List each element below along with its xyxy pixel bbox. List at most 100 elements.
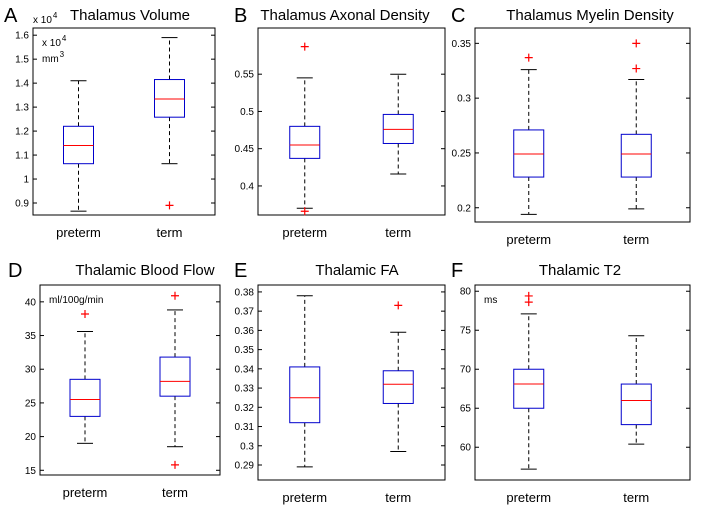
- axis-multiplier-sup: 4: [53, 11, 58, 20]
- plot-frame: [39, 284, 221, 476]
- y-tick-label: 0.35: [235, 345, 255, 356]
- x-tick-label: preterm: [282, 490, 327, 505]
- outlier: [300, 42, 309, 51]
- outlier: [394, 301, 403, 310]
- y-tick-label: 0.25: [452, 148, 472, 159]
- x-tick-label: term: [385, 225, 411, 240]
- x-tick-label: preterm: [56, 225, 101, 240]
- x-tick-label: preterm: [506, 232, 551, 247]
- y-tick-label: 30: [25, 365, 37, 376]
- y-tick-label: 80: [460, 287, 472, 298]
- panel-letter: C: [451, 5, 465, 27]
- plot-frame: [474, 27, 691, 223]
- unit-label-base: ms: [484, 295, 497, 306]
- y-tick-label: 0.38: [235, 287, 255, 298]
- unit-label-base: x 10: [42, 38, 61, 49]
- outlier: [524, 298, 533, 307]
- y-tick-label: 70: [460, 365, 472, 376]
- y-tick-label: 1.4: [15, 79, 29, 90]
- x-tick-label: term: [623, 232, 649, 247]
- box: [513, 129, 545, 178]
- box: [382, 370, 414, 404]
- unit-label: x 104: [42, 34, 67, 49]
- panel-letter: B: [234, 5, 247, 27]
- y-tick-label: 0.37: [235, 307, 255, 318]
- x-tick-label: term: [385, 490, 411, 505]
- axis-multiplier: x 104: [33, 11, 58, 26]
- y-tick-label: 0.36: [235, 326, 255, 337]
- y-tick-label: 0.4: [240, 181, 254, 192]
- box: [513, 368, 545, 409]
- unit-label-base: mm: [42, 54, 59, 65]
- y-tick-label: 1: [23, 175, 29, 186]
- y-tick-label: 0.9: [15, 199, 29, 210]
- y-tick-label: 0.3: [457, 94, 471, 105]
- box: [159, 356, 191, 397]
- x-tick-label: term: [162, 485, 188, 500]
- panel-title: Thalamic T2: [539, 262, 621, 279]
- y-tick-label: 0.33: [235, 384, 255, 395]
- panel-title: Thalamus Axonal Density: [260, 7, 430, 24]
- outlier: [300, 207, 309, 216]
- y-tick-label: 0.29: [235, 461, 255, 472]
- unit-label-sup: 4: [62, 34, 67, 43]
- box: [154, 79, 185, 118]
- plot-frame: [474, 284, 691, 481]
- x-tick-label: preterm: [63, 485, 108, 500]
- panel-title: Thalamic Blood Flow: [75, 262, 214, 279]
- panel-title: Thalamus Myelin Density: [506, 7, 674, 24]
- y-tick-label: 0.35: [452, 39, 472, 50]
- box: [69, 378, 101, 417]
- y-tick-label: 40: [25, 297, 37, 308]
- y-tick-label: 20: [25, 432, 37, 443]
- y-tick-label: 25: [25, 398, 37, 409]
- unit-label: ms: [484, 295, 497, 306]
- panel-title: Thalamic FA: [315, 262, 398, 279]
- panel-letter: A: [4, 5, 18, 27]
- y-tick-label: 1.2: [15, 127, 29, 138]
- y-tick-label: 0.32: [235, 403, 255, 414]
- panel-title: Thalamus Volume: [70, 7, 190, 24]
- y-tick-label: 0.31: [235, 422, 255, 433]
- plot-frame: [257, 284, 446, 481]
- outlier: [171, 291, 179, 300]
- y-tick-label: 60: [460, 443, 472, 454]
- y-tick-label: 35: [25, 331, 37, 342]
- y-tick-label: 0.34: [235, 364, 255, 375]
- unit-label-base: ml/100g/min: [49, 295, 103, 306]
- box: [289, 125, 321, 159]
- y-tick-label: 0.45: [235, 144, 255, 155]
- box: [289, 366, 321, 424]
- y-tick-label: 0.3: [240, 441, 254, 452]
- box: [620, 133, 652, 178]
- plot-frame: [257, 27, 446, 216]
- y-tick-label: 1.1: [15, 151, 29, 162]
- y-tick-label: 0.2: [457, 203, 471, 214]
- unit-label-sup: 3: [60, 50, 65, 59]
- outlier: [171, 460, 179, 469]
- y-tick-label: 65: [460, 404, 472, 415]
- outlier: [632, 39, 641, 48]
- panel-letter: D: [8, 260, 22, 282]
- y-tick-label: 1.3: [15, 103, 29, 114]
- y-tick-label: 15: [25, 466, 37, 477]
- plot-frame: [32, 27, 216, 216]
- unit-label: ml/100g/min: [49, 295, 103, 306]
- outlier: [165, 201, 174, 210]
- y-tick-label: 1.6: [15, 31, 29, 42]
- y-tick-label: 0.5: [240, 107, 254, 118]
- x-tick-label: preterm: [506, 490, 551, 505]
- y-tick-label: 75: [460, 326, 472, 337]
- unit-label: mm3: [42, 50, 65, 65]
- panel-letter: F: [451, 260, 463, 282]
- y-tick-label: 1.5: [15, 55, 29, 66]
- x-tick-label: term: [623, 490, 649, 505]
- outlier: [632, 64, 641, 73]
- axis-multiplier-base: x 10: [33, 15, 52, 26]
- outlier: [81, 309, 89, 318]
- x-tick-label: preterm: [282, 225, 327, 240]
- outlier: [524, 53, 533, 62]
- panel-letter: E: [234, 260, 247, 282]
- x-tick-label: term: [157, 225, 183, 240]
